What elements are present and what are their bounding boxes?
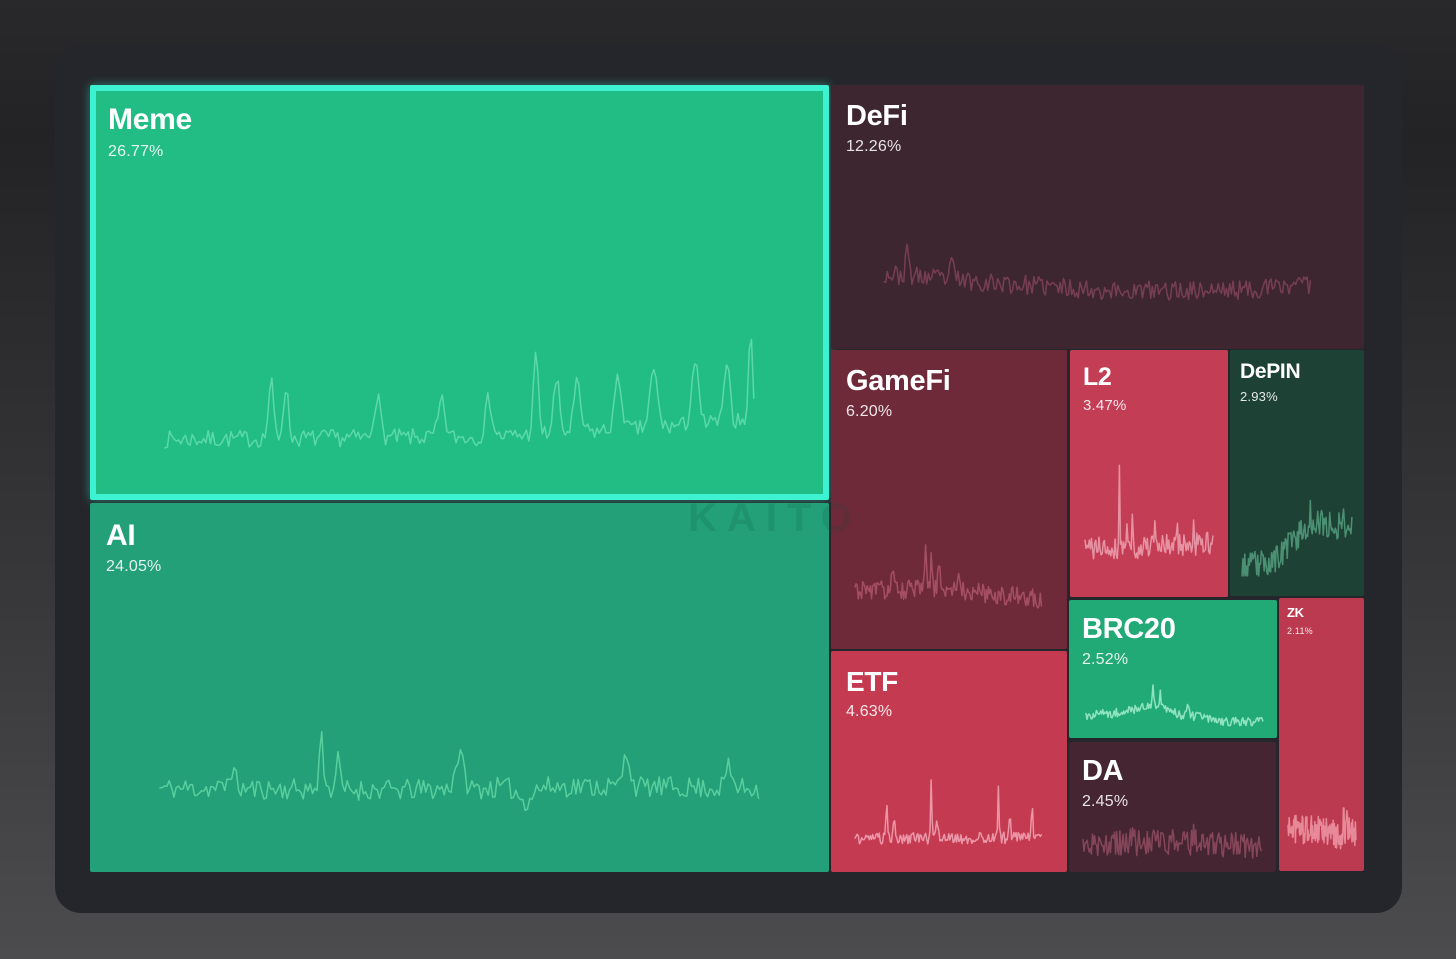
tile-sparkline: [1083, 804, 1261, 863]
tile-sector-name: DeFi: [845, 100, 908, 132]
sparkline-path: [855, 780, 1041, 844]
tile-sparkline: [1242, 490, 1352, 579]
sparkline-path: [165, 339, 754, 447]
dashboard-panel: Meme 26.77% AI 24.05% DeFi 12.26% GameFi…: [55, 45, 1402, 913]
treemap-tile-defi[interactable]: DeFi 12.26%: [830, 85, 1364, 350]
sparkline-path: [1086, 685, 1263, 726]
treemap-tile-da[interactable]: DA 2.45%: [1068, 741, 1276, 872]
tile-sector-name: DA: [1081, 754, 1124, 787]
sparkline-path: [855, 545, 1041, 608]
tile-sparkline: [1086, 672, 1263, 727]
tile-sector-percent: 24.05%: [106, 558, 162, 576]
tile-sparkline: [165, 337, 754, 462]
treemap-tile-zk[interactable]: ZK 2.11%: [1279, 597, 1364, 871]
sparkline-path: [1083, 825, 1261, 859]
tile-sparkline: [855, 755, 1041, 850]
tile-sector-percent: 2.45%: [1081, 793, 1129, 811]
tile-sector-percent: 3.47%: [1082, 396, 1127, 414]
treemap-tile-meme[interactable]: Meme 26.77%: [90, 85, 829, 500]
tile-sector-percent: 26.77%: [108, 142, 164, 160]
sector-treemap: Meme 26.77% AI 24.05% DeFi 12.26% GameFi…: [90, 85, 1364, 872]
tile-sector-name: GameFi: [845, 364, 951, 397]
tile-sparkline: [1288, 770, 1356, 852]
tile-sector-percent: 2.52%: [1081, 651, 1129, 669]
tile-sparkline: [884, 243, 1310, 312]
tile-sparkline: [1085, 449, 1213, 568]
tile-sector-name: ZK: [1287, 604, 1304, 620]
treemap-tile-etf[interactable]: ETF 4.63%: [830, 651, 1067, 872]
tile-sector-percent: 6.20%: [845, 403, 893, 421]
treemap-tile-ai[interactable]: AI 24.05%: [90, 502, 829, 872]
tile-sector-percent: 2.11%: [1287, 625, 1313, 636]
treemap-tile-gamefi[interactable]: GameFi 6.20%: [830, 349, 1067, 650]
sparkline-path: [1242, 501, 1352, 576]
sparkline-path: [884, 245, 1310, 301]
sparkline-path: [1288, 808, 1356, 849]
tile-sector-name: L2: [1082, 362, 1112, 391]
tile-sparkline: [855, 538, 1041, 613]
tile-sector-percent: 2.93%: [1239, 389, 1278, 405]
tile-sector-percent: 12.26%: [845, 138, 902, 156]
tile-sector-name: DePIN: [1239, 359, 1301, 383]
tile-sector-name: BRC20: [1081, 613, 1176, 645]
treemap-tile-brc20[interactable]: BRC20 2.52%: [1068, 600, 1277, 739]
tile-sector-name: AI: [106, 518, 136, 552]
sparkline-path: [160, 731, 759, 810]
treemap-tile-depin[interactable]: DePIN 2.93%: [1229, 349, 1364, 596]
treemap-tile-l2[interactable]: L2 3.47%: [1069, 349, 1228, 597]
tile-sparkline: [160, 721, 759, 817]
tile-sector-name: ETF: [845, 666, 898, 697]
sparkline-path: [1085, 465, 1213, 558]
tile-sector-percent: 4.63%: [845, 703, 893, 721]
tile-sector-name: Meme: [108, 103, 192, 136]
